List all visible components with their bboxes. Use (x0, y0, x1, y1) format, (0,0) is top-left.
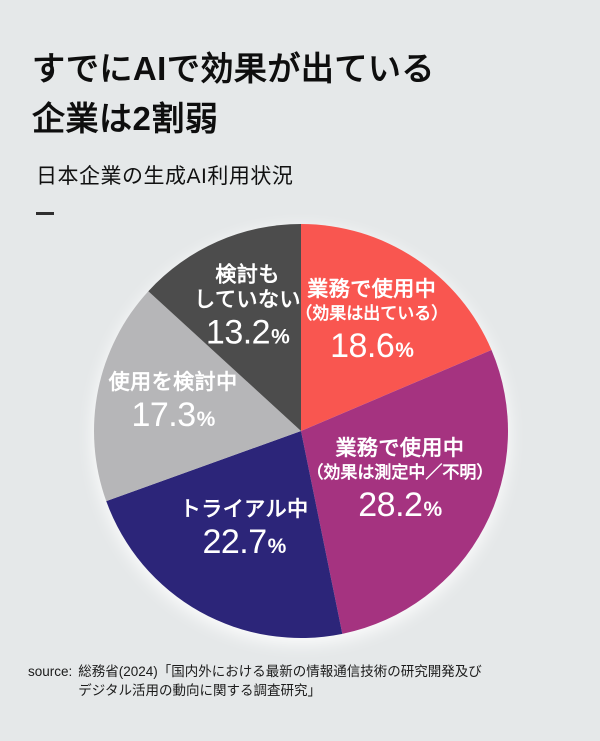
slice-label-text: 業務で使用中 (335, 436, 465, 460)
source-lines: 総務省(2024)「国内外における最新の情報通信技術の研究開発及び デジタル活用… (78, 662, 482, 700)
pie-slice-in-use-effective (301, 224, 492, 431)
percent-sign: % (271, 325, 290, 349)
percent-sign: % (395, 338, 414, 362)
source-note: source: 総務省(2024)「国内外における最新の情報通信技術の研究開発及… (28, 662, 482, 700)
slice-label-text: 使用を検討中 (108, 371, 238, 395)
chart-subtitle: 日本企業の生成AI利用状況 (36, 165, 294, 188)
slice-label-text: トライアル中 (179, 498, 309, 522)
source-line-2: デジタル活用の動向に関する調査研究」 (78, 683, 322, 698)
percent-sign: % (196, 408, 216, 432)
pie-chart: 業務で使用中 （効果は出ている） 18.6% 業務で使用中 （効果は測定中／不明） 28.… (94, 224, 508, 638)
percent-sign: % (423, 497, 442, 521)
slice-label-text: 業務で使用中 (307, 277, 437, 301)
pie-label-trial: トライアル中 22.7% (180, 497, 309, 567)
pie-label-not-considering: 検討も していない 13.2% (194, 262, 301, 357)
source-prefix: source: (28, 664, 73, 679)
source-line-1: 総務省(2024)「国内外における最新の情報通信技術の研究開発及び (78, 664, 482, 679)
slice-label-text: 検討も (215, 263, 280, 287)
pie-label-in-use-effective: 業務で使用中 （効果は出ている） 18.6% (295, 277, 448, 371)
slice-percent-value: 28.2% (358, 485, 442, 524)
divider-rule (36, 212, 54, 215)
title-line-1: すでにAIで効果が出ている (32, 50, 435, 87)
pie-label-considering-use: 使用を検討中 17.3% (109, 370, 238, 440)
pie-label-in-use-measuring: 業務で使用中 （効果は測定中／不明） 28.2% (306, 436, 493, 530)
slice-label-text: していない (194, 288, 302, 312)
slice-sublabel-text: （効果は出ている） (295, 303, 449, 323)
slice-percent-value: 22.7% (202, 523, 287, 562)
slice-sublabel-text: （効果は測定中／不明） (306, 462, 494, 482)
page-title: すでにAIで効果が出ている 企業は2割弱 (32, 44, 435, 144)
slice-percent-value: 17.3% (131, 396, 216, 435)
slice-percent-value: 18.6% (330, 326, 414, 365)
pie-slice-not-considering (148, 224, 301, 431)
pie-svg (94, 224, 508, 638)
title-line-2: 企業は2割弱 (32, 100, 219, 137)
slice-percent-value: 13.2% (205, 313, 290, 352)
pie-slice-in-use-measuring (301, 349, 508, 634)
pie-slice-trial (106, 431, 343, 638)
percent-sign: % (267, 535, 287, 559)
pie-slice-considering-use (94, 291, 301, 502)
pie-labels: 業務で使用中 （効果は出ている） 18.6% 業務で使用中 （効果は測定中／不明） 28.… (94, 224, 508, 638)
